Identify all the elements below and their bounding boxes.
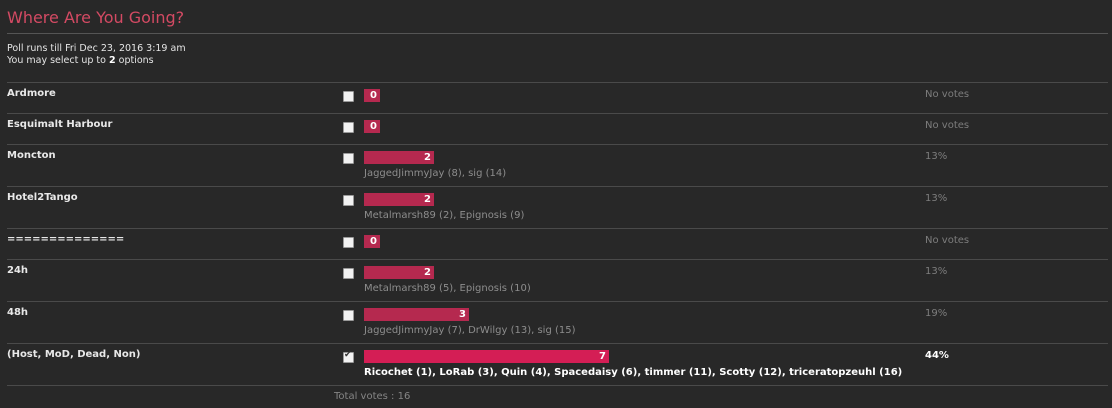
option-label: Moncton xyxy=(7,150,56,161)
voter-list: Metalmarsh89 (5), Epignosis (10) xyxy=(364,283,531,294)
total-divider xyxy=(7,385,1108,386)
vote-percent: No votes xyxy=(925,120,970,131)
vote-bar: 3 xyxy=(364,308,469,321)
option-checkbox[interactable] xyxy=(343,91,354,102)
vote-percent: No votes xyxy=(925,89,970,100)
poll-option-row: Ardmore 0 No votes xyxy=(7,82,1108,114)
option-label: (Host, MoD, Dead, Non) xyxy=(7,349,141,360)
option-label: Esquimalt Harbour xyxy=(7,119,113,130)
option-label: Hotel2Tango xyxy=(7,192,78,203)
voter-list: JaggedJimmyJay (7), DrWilgy (13), sig (1… xyxy=(364,325,576,336)
voter-list: Metalmarsh89 (2), Epignosis (9) xyxy=(364,210,525,221)
poll-option-row: Hotel2Tango 2 Metalmarsh89 (2), Epignosis … xyxy=(7,186,1108,229)
option-label: ============== xyxy=(7,234,125,245)
vote-percent: 19% xyxy=(925,308,948,319)
poll-option-row: (Host, MoD, Dead, Non) 7 Ricochet (1), LoR… xyxy=(7,343,1108,386)
option-checkbox[interactable] xyxy=(343,350,354,363)
voter-list: Ricochet (1), LoRab (3), Quin (4), Space… xyxy=(364,367,903,378)
vote-percent: 13% xyxy=(925,266,948,277)
option-checkbox[interactable] xyxy=(343,153,354,164)
vote-percent: No votes xyxy=(925,235,970,246)
vote-bar: 0 xyxy=(364,120,380,133)
vote-percent: 13% xyxy=(925,193,948,204)
poll-select-limit: You may select up to 2 options xyxy=(7,55,154,66)
poll-option-row: Moncton 2 JaggedJimmyJay (8), sig (14) 13% xyxy=(7,144,1108,187)
poll-option-row: ============== 0 No votes xyxy=(7,228,1108,260)
total-votes: Total votes : 16 xyxy=(334,391,411,402)
poll-title: Where Are You Going? xyxy=(7,8,185,27)
option-checkbox[interactable] xyxy=(343,122,354,133)
vote-bar: 2 xyxy=(364,193,434,206)
poll-deadline: Poll runs till Fri Dec 23, 2016 3:19 am xyxy=(7,43,186,54)
voter-list: JaggedJimmyJay (8), sig (14) xyxy=(364,168,507,179)
vote-percent: 44% xyxy=(925,350,949,361)
poll-option-row: 24h 2 Metalmarsh89 (5), Epignosis (10) 13% xyxy=(7,259,1108,302)
vote-bar: 2 xyxy=(364,151,434,164)
option-checkbox[interactable] xyxy=(343,268,354,279)
option-checkbox[interactable] xyxy=(343,237,354,248)
select-count: 2 xyxy=(109,55,116,66)
vote-bar: 0 xyxy=(364,89,380,102)
poll-option-row: Esquimalt Harbour 0 No votes xyxy=(7,113,1108,145)
title-divider xyxy=(7,33,1108,34)
vote-bar: 7 xyxy=(364,350,609,363)
poll-option-row: 48h 3 JaggedJimmyJay (7), DrWilgy (13), si… xyxy=(7,301,1108,344)
option-label: Ardmore xyxy=(7,88,56,99)
option-checkbox[interactable] xyxy=(343,195,354,206)
vote-bar: 2 xyxy=(364,266,434,279)
option-checkbox[interactable] xyxy=(343,310,354,321)
vote-bar: 0 xyxy=(364,235,380,248)
option-label: 24h xyxy=(7,265,29,276)
option-label: 48h xyxy=(7,307,29,318)
poll-info: Poll runs till Fri Dec 23, 2016 3:19 am … xyxy=(7,43,186,67)
vote-percent: 13% xyxy=(925,151,948,162)
